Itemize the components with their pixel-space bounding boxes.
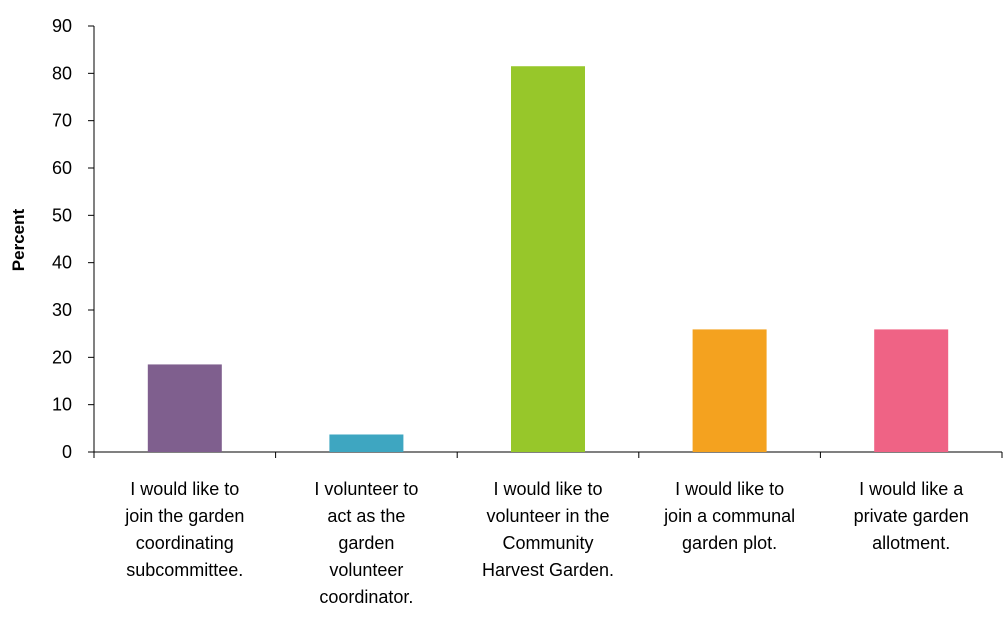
x-tick-label-line: I would like to: [675, 479, 785, 499]
x-tick-label: I volunteer to act as the garden volunteer c…: [274, 476, 458, 611]
y-axis: 0 10 20 30 40 50 60 70 80 90: [52, 16, 95, 462]
x-tick-label-line: garden: [338, 533, 395, 553]
x-tick-label-line: allotment.: [872, 533, 951, 553]
x-tick-label-line: coordinating: [135, 533, 234, 553]
y-tick-label: 30: [52, 300, 72, 320]
x-tick-label-line: I would like to: [493, 479, 603, 499]
x-tick-label-line: Community: [502, 533, 594, 553]
y-tick-label: 80: [52, 63, 72, 83]
y-tick-label: 20: [52, 347, 72, 367]
x-tick-label-line: volunteer: [329, 560, 404, 580]
x-tick-label-line: I would like a: [859, 479, 964, 499]
x-tick-label-line: Harvest Garden.: [481, 560, 615, 580]
y-tick-label: 50: [52, 205, 72, 225]
x-tick-label-line: I volunteer to: [314, 479, 419, 499]
y-tick-label: 10: [52, 395, 72, 415]
y-tick-label: 70: [52, 111, 72, 131]
x-tick-label-line: I would like to: [130, 479, 240, 499]
bar: [874, 329, 949, 452]
x-tick-label: I would like to join the garden coordinati…: [93, 476, 277, 584]
x-axis: [93, 451, 1003, 458]
x-tick-label-line: join the garden: [125, 506, 245, 526]
bars: [147, 66, 949, 452]
x-tick-label-line: subcommittee.: [126, 560, 244, 580]
x-tick-label-line: private garden: [853, 506, 969, 526]
y-axis-label: Percent: [9, 208, 28, 271]
y-tick-label: 40: [52, 253, 72, 273]
bar: [511, 66, 585, 452]
bar: [329, 434, 404, 452]
bar: [147, 364, 222, 452]
x-tick-label-line: coordinator.: [319, 587, 414, 607]
y-tick-label: 60: [52, 158, 72, 178]
x-tick-label-line: garden plot.: [682, 533, 778, 553]
x-tick-label-line: volunteer in the: [486, 506, 610, 526]
x-tick-label: I would like a private garden allotment.: [819, 476, 1003, 557]
x-tick-label: I would like to join a communal garden plo…: [638, 476, 822, 557]
y-tick-label: 90: [52, 16, 72, 36]
x-tick-label-line: act as the: [327, 506, 406, 526]
x-tick-label: I would like to volunteer in the Community…: [456, 476, 640, 584]
x-tick-label-line: join a communal: [664, 506, 796, 526]
y-tick-label: 0: [62, 442, 72, 462]
bar: [692, 329, 767, 452]
